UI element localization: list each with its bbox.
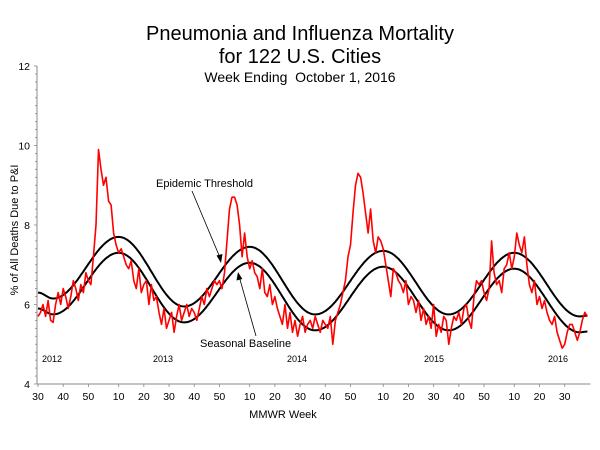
x-tick-label: 30: [32, 391, 44, 403]
pi-percent-line: [37, 148, 589, 349]
arrowhead-icon: [236, 272, 243, 281]
year-label: 2012: [42, 354, 62, 364]
seasonal-baseline-line: [37, 251, 588, 334]
x-axis-label: MMWR Week: [249, 409, 317, 421]
arrowhead-icon: [216, 254, 223, 263]
y-tick-label: 6: [24, 300, 30, 312]
x-tick-label: 10: [244, 391, 256, 403]
x-tick-label: 50: [345, 391, 357, 403]
x-tick-label: 40: [188, 391, 200, 403]
y-tick-label: 8: [24, 220, 30, 232]
x-tick-label: 50: [478, 391, 490, 403]
year-label: 2016: [548, 354, 568, 364]
x-tick-label: 20: [403, 391, 415, 403]
epidemic-threshold-line: [37, 235, 588, 318]
annotation-seasonal-baseline: Seasonal Baseline: [200, 338, 291, 350]
x-tick-label: 30: [428, 391, 440, 403]
x-tick-label: 50: [214, 391, 226, 403]
x-tick-label: 20: [269, 391, 281, 403]
year-label: 2013: [153, 354, 173, 364]
chart-subtitle: Week Ending October 1, 2016: [204, 69, 395, 85]
x-tick-label: 30: [294, 391, 306, 403]
y-axis-label: % of All Deaths Due to P&I: [9, 165, 21, 296]
x-tick-label: 30: [163, 391, 175, 403]
y-tick-label: 12: [18, 61, 30, 73]
y-tick-label: 4: [24, 379, 30, 391]
annotation-arrow-baseline: [238, 275, 257, 337]
x-tick-label: 40: [319, 391, 331, 403]
x-tick-label: 10: [377, 391, 389, 403]
annotation-epidemic-threshold: Epidemic Threshold: [156, 178, 253, 190]
series-layer: [37, 148, 589, 349]
year-label: 2015: [424, 354, 444, 364]
year-label: 2014: [287, 354, 307, 364]
x-tick-label: 20: [138, 391, 150, 403]
axes: 4 6 8 10 12 30 40 50 10 20 30 40 50 10 20 30 40 50 10 20 30 4…: [18, 61, 591, 403]
x-tick-label: 40: [57, 391, 69, 403]
chart-title: Pneumonia and Influenza Mortality: [146, 23, 454, 45]
x-tick-label: 50: [83, 391, 95, 403]
x-tick-label: 40: [453, 391, 465, 403]
x-tick-label: 20: [534, 391, 546, 403]
annotations: Epidemic Threshold Seasonal Baseline: [156, 178, 291, 350]
x-tick-label: 30: [559, 391, 571, 403]
x-tick-label: 10: [508, 391, 520, 403]
x-tick-label: 10: [113, 391, 125, 403]
y-tick-label: 10: [18, 141, 30, 153]
chart-title-line2: for 122 U.S. Cities: [219, 46, 381, 68]
annotation-arrow-threshold: [191, 190, 222, 261]
